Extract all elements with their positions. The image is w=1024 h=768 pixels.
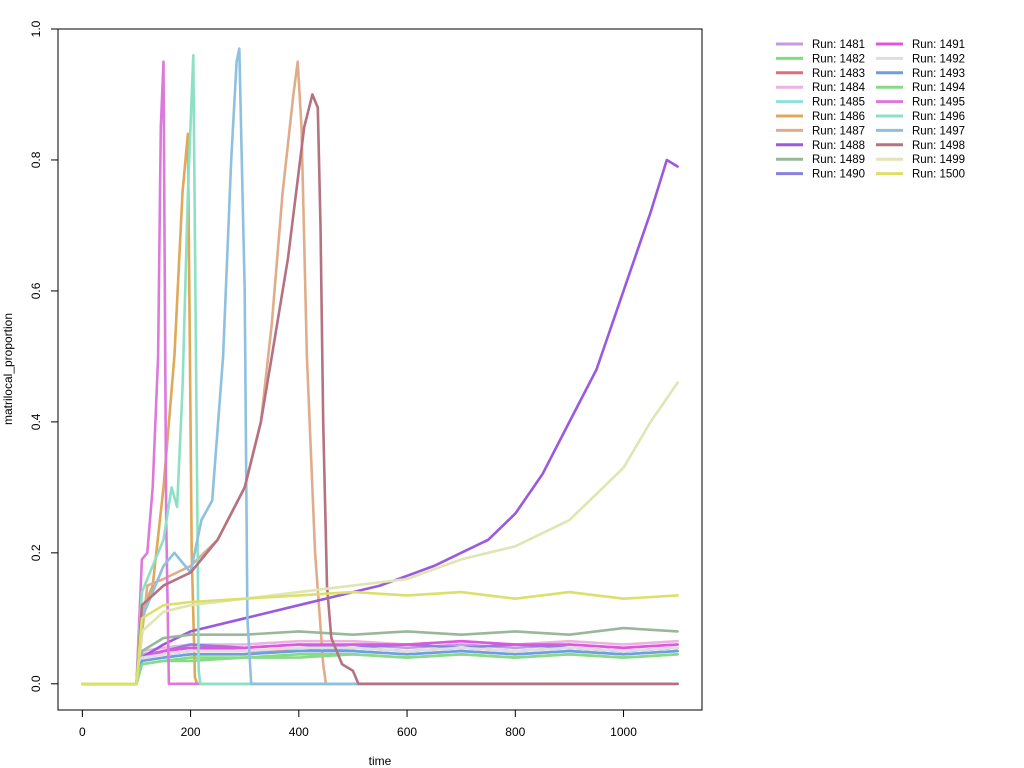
legend-item: Run: 1487 [776,125,865,137]
legend-item: Run: 1499 [876,154,965,166]
x-tick-label: 600 [397,725,417,739]
legend-item: Run: 1500 [876,169,965,181]
legend-item: Run: 1494 [876,82,966,94]
legend-label: Run: 1492 [912,53,965,65]
series-line-8 [81,158,679,686]
y-tick-label: 0.4 [29,413,43,430]
legend-label: Run: 1481 [812,39,865,51]
legend-label: Run: 1487 [812,125,865,137]
x-tick-label: 200 [181,725,201,739]
series-line-13 [81,649,679,686]
series-line-4 [81,639,679,686]
legend: Run: 1481 Run: 1482 Run: 1483 Run: 1484 Run:… [776,39,966,181]
legend-item: Run: 1483 [776,68,865,80]
legend-label: Run: 1483 [812,68,865,80]
series-line-19 [81,381,679,686]
x-tick-label: 0 [79,725,86,739]
legend-item: Run: 1492 [876,53,965,65]
series-line-15 [81,60,679,686]
series-line-18 [81,93,679,686]
series-line-14 [81,652,679,686]
y-tick-label: 1.0 [29,20,43,37]
y-axis-label: matrilocal_proportion [1,313,15,425]
legend-label: Run: 1490 [812,169,865,181]
legend-item: Run: 1496 [876,111,965,123]
legend-label: Run: 1484 [812,82,866,94]
x-tick-label: 800 [505,725,525,739]
legend-item: Run: 1495 [876,97,965,109]
series-line-7 [81,60,679,686]
legend-item: Run: 1482 [776,53,865,65]
x-tick-label: 1000 [610,725,637,739]
series-line-20 [81,590,679,686]
series-line-2 [81,652,679,686]
legend-label: Run: 1498 [912,140,965,152]
legend-item: Run: 1488 [776,140,865,152]
legend-item: Run: 1486 [776,111,865,123]
legend-label: Run: 1489 [812,154,865,166]
legend-item: Run: 1491 [876,39,965,51]
legend-item: Run: 1485 [776,97,865,109]
y-axis: 0.0 0.2 0.4 0.6 0.8 1.0 [29,20,59,692]
y-tick-label: 0.8 [29,151,43,168]
legend-item: Run: 1497 [876,125,965,137]
legend-item: Run: 1498 [876,140,965,152]
legend-label: Run: 1494 [912,82,966,94]
legend-label: Run: 1495 [912,97,965,109]
legend-label: Run: 1500 [912,169,965,181]
series-line-16 [81,53,679,686]
series-line-6 [81,132,679,686]
y-tick-label: 0.2 [29,544,43,561]
legend-item: Run: 1493 [876,68,965,80]
legend-label: Run: 1482 [812,53,865,65]
legend-item: Run: 1489 [776,154,865,166]
legend-label: Run: 1486 [812,111,865,123]
legend-label: Run: 1499 [912,154,965,166]
legend-item: Run: 1481 [776,39,865,51]
legend-label: Run: 1497 [912,125,965,137]
series-line-12 [81,646,679,686]
legend-label: Run: 1485 [812,97,865,109]
legend-label: Run: 1493 [912,68,965,80]
legend-label: Run: 1496 [912,111,965,123]
legend-item: Run: 1490 [776,169,865,181]
x-axis-label: time [369,754,392,768]
series-line-9 [81,626,679,686]
x-tick-label: 400 [289,725,309,739]
legend-label: Run: 1491 [912,39,965,51]
series-line-17 [81,47,679,686]
legend-item: Run: 1484 [776,82,866,94]
plot-frame [57,28,703,711]
y-tick-label: 0.6 [29,282,43,299]
y-tick-label: 0.0 [29,675,43,692]
legend-label: Run: 1488 [812,140,865,152]
x-axis: 0 200 400 600 800 1000 [79,709,637,739]
series-layer [81,47,679,686]
